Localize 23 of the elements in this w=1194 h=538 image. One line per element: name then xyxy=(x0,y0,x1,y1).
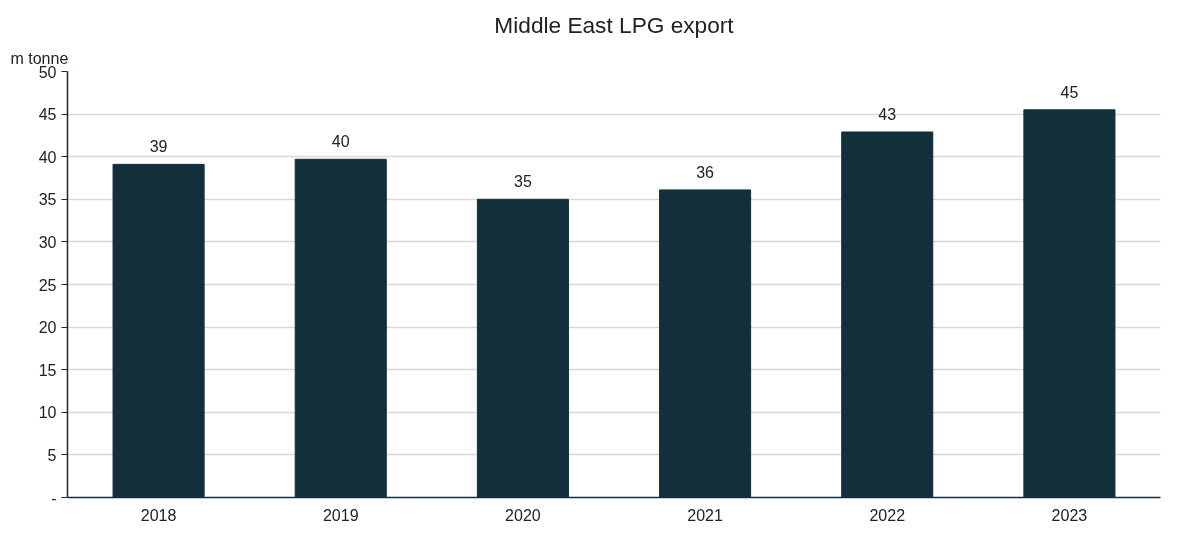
x-tick-label: 2022 xyxy=(869,506,906,524)
x-tick-label: 2018 xyxy=(140,506,177,524)
y-tick-label: - xyxy=(51,489,57,507)
y-tick-label: 25 xyxy=(38,276,57,294)
y-tick-label: 5 xyxy=(47,446,57,464)
x-tick-label: 2021 xyxy=(687,506,723,524)
chart-title: Middle East LPG export xyxy=(494,11,735,38)
x-tick-label: 2023 xyxy=(1051,506,1088,524)
x-tick-label: 2019 xyxy=(322,506,359,524)
data-label: 39 xyxy=(149,138,168,156)
data-label: 40 xyxy=(331,133,350,151)
y-tick-label: 15 xyxy=(38,361,57,379)
data-label: 36 xyxy=(696,163,715,181)
y-tick-label: 45 xyxy=(38,106,57,124)
data-label: 43 xyxy=(878,105,897,123)
y-tick-label: 30 xyxy=(38,233,57,251)
data-label: 45 xyxy=(1060,83,1079,101)
data-label: 35 xyxy=(514,173,532,191)
y-tick-label: 40 xyxy=(38,148,57,166)
x-tick-label: 2020 xyxy=(505,506,541,524)
y-tick-label: 20 xyxy=(38,319,57,337)
y-tick-label: 10 xyxy=(38,404,57,422)
y-tick-label: 35 xyxy=(38,191,57,209)
